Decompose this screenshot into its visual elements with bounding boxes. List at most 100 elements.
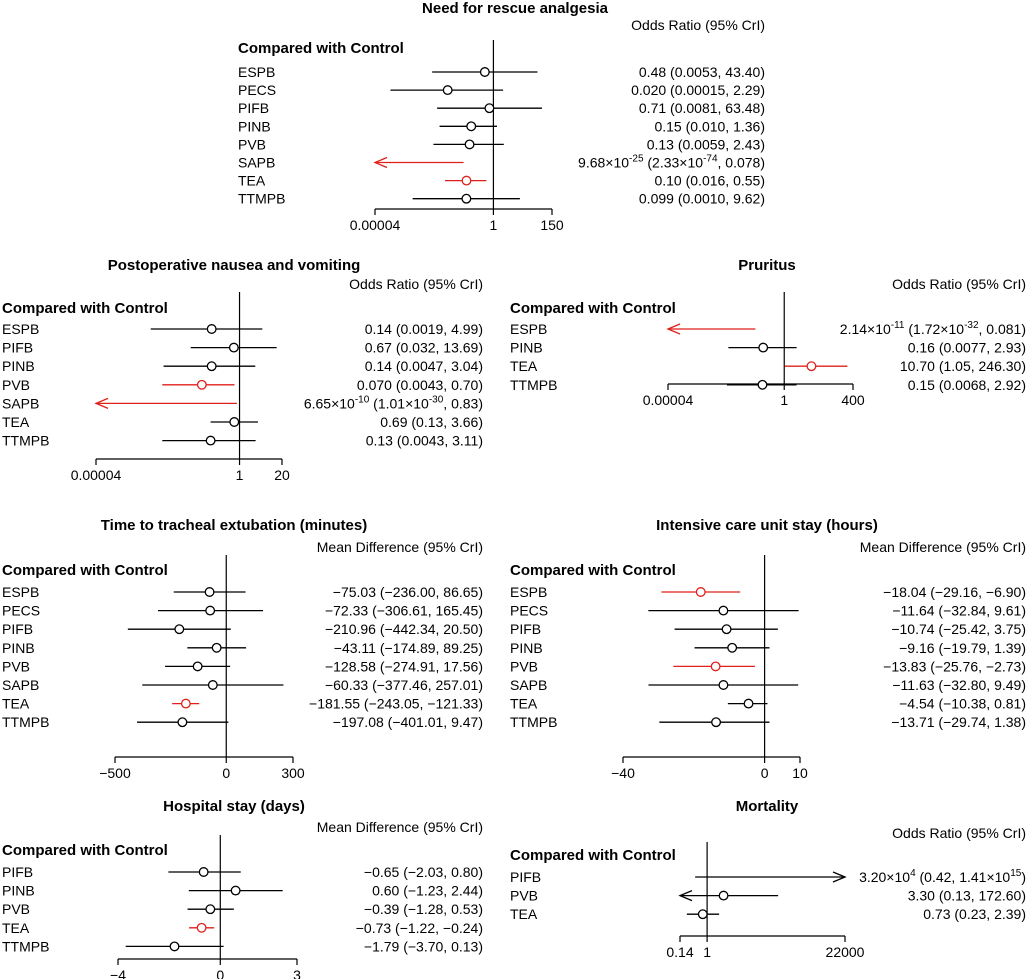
superscript: -10 xyxy=(355,394,370,405)
row-label: PIFB xyxy=(510,869,541,885)
point-estimate xyxy=(466,121,477,132)
estimate-part: −43.11 (−174.89, 89.25) xyxy=(334,640,483,656)
forest-row-tea: TEA −4.54 (−10.38, 0.81) xyxy=(510,696,1026,712)
row-estimate-text: 0.73 (0.23, 2.39) xyxy=(923,906,1026,922)
forest-row-pvb: PVB −13.83 (−25.76, −2.73) xyxy=(510,658,1026,674)
estimate-part: (0.42, 1.41×10 xyxy=(916,869,1011,885)
row-estimate-text: −181.55 (−243.05, −121.33) xyxy=(309,696,483,712)
estimate-part: ) xyxy=(1021,869,1026,885)
forest-row-pecs: PECS 0.020 (0.00015, 2.29) xyxy=(238,82,765,98)
estimate-part: 10.70 (1.05, 246.30) xyxy=(900,358,1026,374)
point-estimate xyxy=(198,867,209,877)
row-label: PIFB xyxy=(510,621,541,637)
row-estimate-text: 0.10 (0.016, 0.55) xyxy=(654,173,765,189)
estimate-part: 0.10 (0.016, 0.55) xyxy=(654,173,765,189)
forest-row-tea: TEA 0.73 (0.23, 2.39) xyxy=(510,906,1026,922)
estimate-part: 0.16 (0.0077, 2.93) xyxy=(908,340,1026,356)
estimate-part: , 0.078) xyxy=(718,155,765,171)
row-estimate-text: −1.79 (−3.70, 0.13) xyxy=(364,938,483,954)
forest-row-pinb: PINB −9.16 (−19.79, 1.39) xyxy=(510,640,1026,656)
forest-row-ttmpb: TTMPB 0.15 (0.0068, 2.92) xyxy=(510,377,1026,393)
x-tick-label: 0 xyxy=(761,765,769,781)
row-estimate-text: 0.69 (0.13, 3.66) xyxy=(380,414,483,430)
row-label: PECS xyxy=(2,603,40,619)
forest-row-tea: TEA 0.69 (0.13, 3.66) xyxy=(2,414,483,430)
estimate-part: −72.33 (−306.61, 165.45) xyxy=(325,603,483,619)
row-estimate-text: −72.33 (−306.61, 165.45) xyxy=(325,603,483,619)
point-estimate xyxy=(196,922,207,933)
row-label: PVB xyxy=(2,377,30,393)
row-estimate-text: 0.020 (0.00015, 2.29) xyxy=(631,82,765,98)
point-estimate xyxy=(206,324,217,334)
row-label: PINB xyxy=(238,118,271,134)
arrow-left-icon xyxy=(666,323,681,335)
superscript: -32 xyxy=(964,320,979,331)
estimate-part: 0.73 (0.23, 2.39) xyxy=(923,906,1026,922)
comparison-group-label: Compared with Control xyxy=(238,40,404,57)
row-estimate-text: −4.54 (−10.38, 0.81) xyxy=(899,696,1026,712)
estimate-part: (2.33×10 xyxy=(644,155,704,171)
forest-row-pinb: PINB 0.15 (0.010, 1.36) xyxy=(238,118,765,134)
estimate-column-header: Mean Difference (95% CrI) xyxy=(860,539,1026,555)
row-label: PVB xyxy=(238,136,266,152)
row-estimate-text: −9.16 (−19.79, 1.39) xyxy=(899,640,1026,656)
estimate-part: 0.71 (0.0081, 63.48) xyxy=(639,100,765,116)
estimate-part: 0.67 (0.032, 13.69) xyxy=(365,340,483,356)
row-label: TTMPB xyxy=(238,191,285,207)
x-tick-label: 20 xyxy=(274,467,290,483)
estimate-part: 6.65×10 xyxy=(304,395,355,411)
forest-row-espb: ESPB 0.14 (0.0019, 4.99) xyxy=(2,321,483,337)
row-estimate-text: 0.16 (0.0077, 2.93) xyxy=(908,340,1026,356)
point-estimate xyxy=(697,909,708,920)
point-estimate xyxy=(229,417,240,427)
row-label: PIFB xyxy=(2,340,33,356)
comparison-group-label: Compared with Control xyxy=(2,562,168,579)
row-label: PVB xyxy=(510,888,538,904)
forest-row-pvb: PVB 0.070 (0.0043, 0.70) xyxy=(2,377,483,393)
row-estimate-text: 6.65×10-10 (1.01×10-30, 0.83) xyxy=(304,394,483,411)
arrow-left-icon xyxy=(678,889,693,902)
point-estimate xyxy=(464,139,475,150)
estimate-part: , 0.081) xyxy=(979,321,1026,337)
estimate-part: −210.96 (−442.34, 20.50) xyxy=(325,621,483,637)
row-estimate-text: 0.14 (0.0047, 3.04) xyxy=(365,358,483,374)
row-label: PVB xyxy=(510,658,538,674)
row-label: PINB xyxy=(2,883,35,899)
estimate-part: −0.65 (−2.03, 0.80) xyxy=(364,864,483,880)
point-estimate xyxy=(442,85,453,96)
point-estimate xyxy=(230,885,241,896)
point-estimate xyxy=(484,103,495,114)
forest-row-pecs: PECS −11.64 (−32.84, 9.61) xyxy=(510,603,1026,619)
row-label: TTMPB xyxy=(2,714,49,730)
forest-row-pvb: PVB 0.13 (0.0059, 2.43) xyxy=(238,136,765,152)
row-estimate-text: 0.15 (0.0068, 2.92) xyxy=(908,377,1026,393)
forest-row-espb: ESPB 0.48 (0.0053, 43.40) xyxy=(238,64,765,80)
forest-row-pinb: PINB 0.14 (0.0047, 3.04) xyxy=(2,358,483,374)
row-label: ESPB xyxy=(2,321,39,337)
estimate-part: 3.30 (0.13, 172.60) xyxy=(908,888,1026,904)
x-tick-label: 22000 xyxy=(826,944,865,960)
superscript: 15 xyxy=(1010,868,1022,879)
row-label: SAPB xyxy=(2,677,39,693)
row-estimate-text: −0.65 (−2.03, 0.80) xyxy=(364,864,483,880)
forest-row-ttmpb: TTMPB −197.08 (−401.01, 9.47) xyxy=(2,714,483,730)
row-label: ESPB xyxy=(2,584,39,600)
x-tick-label: 0.00004 xyxy=(71,467,122,483)
row-label: SAPB xyxy=(238,155,275,171)
forest-row-sapb: SAPB −60.33 (−377.46, 257.01) xyxy=(2,677,483,693)
forest-row-pinb: PINB 0.60 (−1.23, 2.44) xyxy=(2,883,483,899)
row-estimate-text: −10.74 (−25.42, 3.75) xyxy=(891,621,1026,637)
comparison-group-label: Compared with Control xyxy=(510,847,676,864)
estimate-part: (1.72×10 xyxy=(905,321,965,337)
row-estimate-text: 3.30 (0.13, 172.60) xyxy=(908,888,1026,904)
row-label: PIFB xyxy=(2,621,33,637)
arrow-left-icon xyxy=(373,156,388,169)
forest-row-pifb: PIFB 0.67 (0.032, 13.69) xyxy=(2,340,483,356)
row-label: TEA xyxy=(510,906,538,922)
estimate-part: −0.73 (−1.22, −0.24) xyxy=(356,920,483,936)
comparison-group-label: Compared with Control xyxy=(2,842,168,859)
panel-title: Hospital stay (days) xyxy=(163,798,305,815)
row-estimate-text: −13.83 (−25.76, −2.73) xyxy=(883,658,1026,674)
estimate-part: , 0.83) xyxy=(443,395,483,411)
forest-row-pecs: PECS −72.33 (−306.61, 165.45) xyxy=(2,603,483,619)
